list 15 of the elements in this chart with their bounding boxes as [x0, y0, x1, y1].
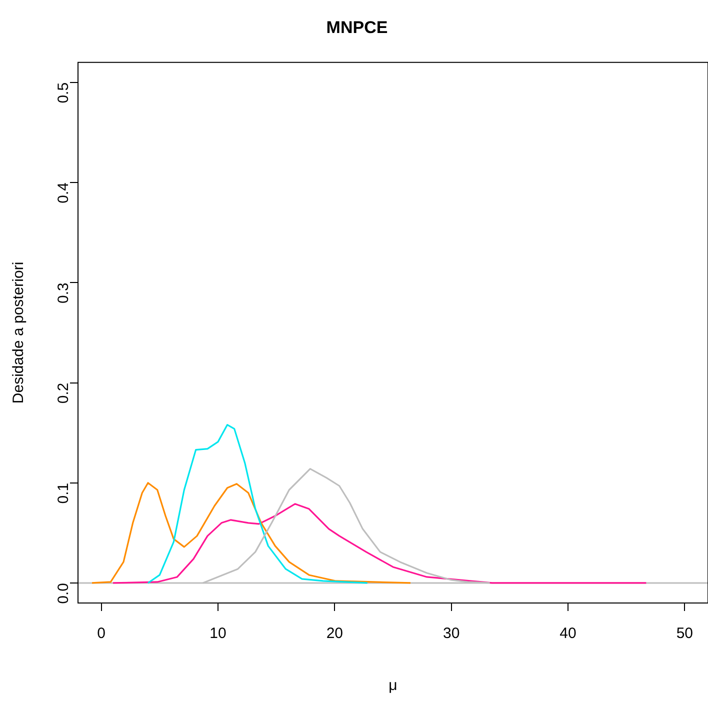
y-tick-label: 0.5 [55, 82, 72, 104]
y-tick-label: 0.2 [55, 382, 72, 404]
x-tick-label: 20 [326, 625, 344, 642]
y-axis-title: Desidade a posteriori [10, 262, 28, 404]
x-tick-label: 40 [560, 625, 576, 642]
x-axis-title: μ [388, 677, 398, 694]
x-tick-label: 10 [210, 625, 226, 642]
x-tick-label: 50 [676, 625, 694, 642]
y-tick-label: 0.1 [55, 482, 72, 504]
y-tick-label: 0.0 [55, 582, 72, 604]
x-tick-label: 0 [97, 625, 106, 642]
x-tick-label: 30 [442, 625, 460, 642]
y-tick-label: 0.4 [55, 182, 72, 204]
y-tick-label: 0.3 [55, 282, 72, 304]
chart-title: MNPCE [326, 18, 388, 37]
